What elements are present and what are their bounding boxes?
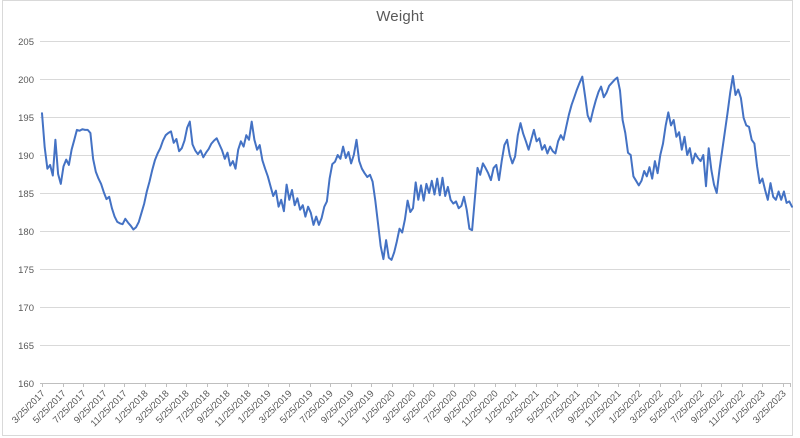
svg-text:185: 185 <box>18 189 34 200</box>
svg-text:160: 160 <box>18 379 34 390</box>
chart-title: Weight <box>376 8 424 25</box>
svg-text:205: 205 <box>18 37 34 48</box>
svg-text:200: 200 <box>18 75 34 86</box>
svg-text:170: 170 <box>18 303 34 314</box>
svg-text:175: 175 <box>18 265 34 276</box>
svg-text:180: 180 <box>18 227 34 238</box>
svg-text:195: 195 <box>18 113 34 124</box>
svg-text:190: 190 <box>18 151 34 162</box>
svg-text:165: 165 <box>18 341 34 352</box>
